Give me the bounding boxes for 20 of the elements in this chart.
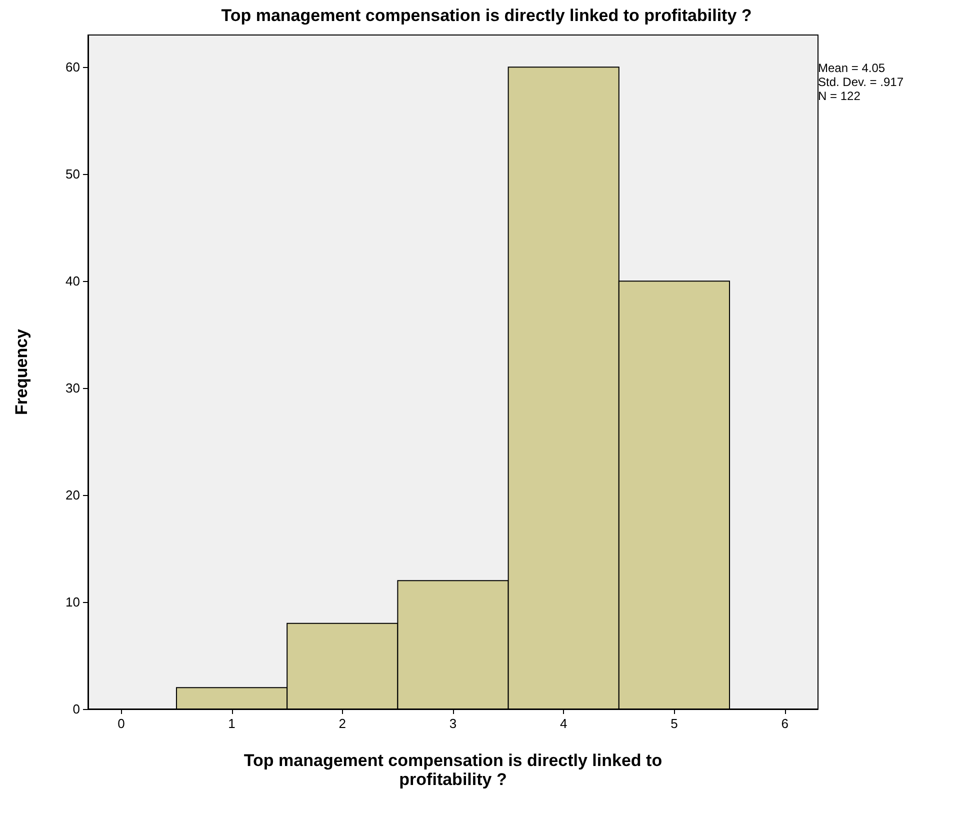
y-tick-label: 60 [66, 60, 80, 75]
x-axis-title: Top management compensation is directly linked to profitability ? [244, 751, 662, 789]
x-tick-label: 4 [560, 716, 568, 731]
y-tick-label: 30 [66, 380, 80, 396]
annotation: Mean = 4.05 [818, 61, 886, 75]
y-tick-label: 40 [66, 274, 80, 289]
x-tick-label: 3 [449, 716, 457, 731]
x-tick-label: 0 [118, 716, 125, 731]
annotation: Std. Dev. = .917 [818, 75, 904, 89]
y-tick-label: 0 [72, 702, 80, 716]
x-tick-label: 2 [338, 716, 346, 731]
chart-title: Top management compensation is directly linked to profitability ? [221, 6, 752, 25]
y-tick-label: 10 [66, 594, 80, 610]
annotation: N = 122 [818, 89, 861, 103]
y-tick-label: 50 [66, 166, 80, 182]
y-tick-label: 20 [66, 488, 80, 503]
x-tick-label: 1 [228, 716, 236, 731]
y-axis-title: Frequency [12, 328, 31, 415]
x-tick-label: 5 [670, 716, 678, 731]
x-tick-label: 6 [781, 716, 788, 731]
